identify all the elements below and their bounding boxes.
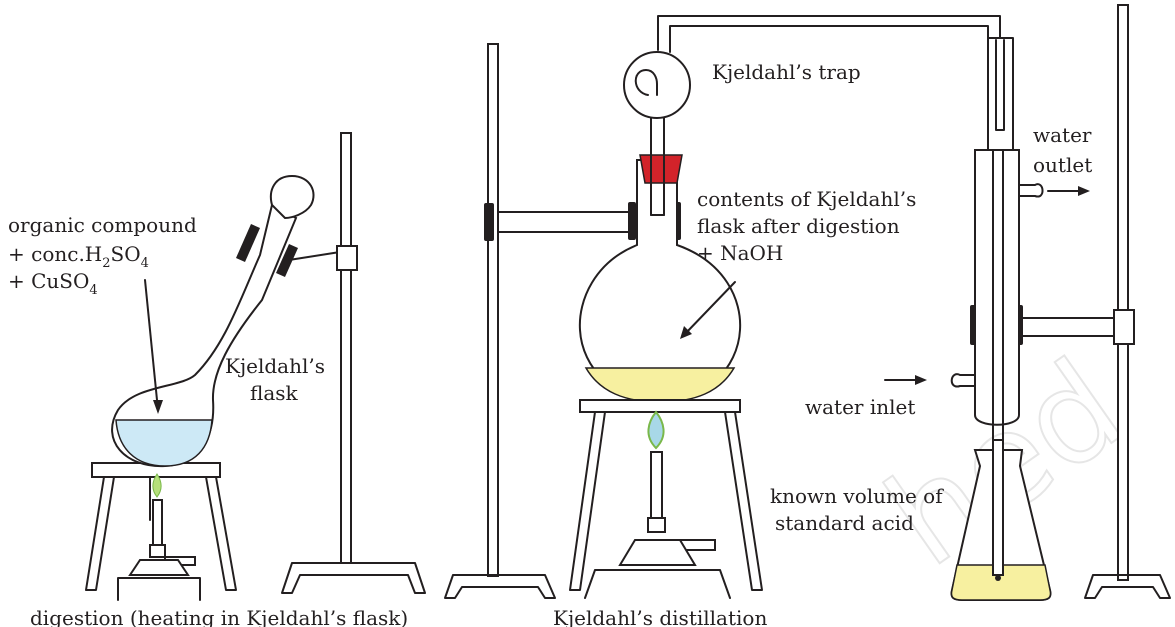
middle-burner-tube xyxy=(650,451,663,521)
label-kjeldahl-flask-1: Kjeldahl’s xyxy=(225,354,325,378)
middle-tripod-leg xyxy=(724,411,763,591)
left-flame xyxy=(152,473,162,498)
water-inlet-nozzle xyxy=(950,373,976,388)
left-tripod-leg xyxy=(85,476,115,591)
label-known-volume: known volume of xyxy=(770,484,944,508)
right-clamp-arm xyxy=(1021,317,1115,337)
trap-inner-tube xyxy=(634,69,658,96)
outlet-arrowhead xyxy=(1078,186,1090,196)
condenser-setup: water outlet water inlet known volume of… xyxy=(770,4,1171,601)
inlet-arrowhead xyxy=(915,375,927,385)
contents-arrowhead xyxy=(680,326,692,339)
middle-burner-collar xyxy=(647,517,666,533)
middle-flame xyxy=(647,410,665,450)
left-clamp-arm xyxy=(288,251,341,261)
left-stand-boss xyxy=(336,245,358,271)
middle-stand-rod xyxy=(487,43,499,577)
left-stand-base xyxy=(281,562,426,594)
distillation-setup: Kjeldahl’s trap contents of Kjeldahl’s f… xyxy=(444,15,1001,627)
label-water-inlet: water inlet xyxy=(805,395,915,419)
h2so4-sub-4: 4 xyxy=(141,256,149,271)
water-outlet-nozzle xyxy=(1018,183,1044,198)
h2so4-mid: SO xyxy=(111,242,141,266)
cuso4-prefix: + CuSO xyxy=(8,269,89,293)
middle-burner-foot xyxy=(584,569,731,599)
right-stand-base xyxy=(1084,574,1171,599)
left-tripod-leg xyxy=(205,476,237,591)
distillation-liquid xyxy=(584,367,736,403)
middle-bunsen-burner xyxy=(584,410,731,599)
left-burner-base xyxy=(128,559,190,576)
label-standard-acid: standard acid xyxy=(775,511,914,535)
label-kjeldahl-flask-2: flask xyxy=(250,381,299,405)
connecting-tube xyxy=(657,15,1001,53)
condenser-jacket xyxy=(974,149,1020,426)
reagents-arrow xyxy=(144,279,159,411)
label-kjeldahl-trap: Kjeldahl’s trap xyxy=(712,60,861,84)
trap-neck xyxy=(650,117,665,136)
left-clamp-pad xyxy=(276,244,298,277)
digestion-liquid xyxy=(115,419,213,467)
left-burner-tube xyxy=(152,499,163,549)
middle-clamp-pad xyxy=(628,202,636,240)
left-bunsen-burner xyxy=(117,473,201,601)
middle-burner-base xyxy=(618,539,697,566)
caption-digestion: digestion (heating in Kjeldahl’s flask) xyxy=(30,606,408,627)
caption-distillation: Kjeldahl’s distillation xyxy=(553,606,767,627)
left-burner-collar xyxy=(149,544,166,558)
cuso4-sub: 4 xyxy=(89,283,97,298)
label-water-outlet-2: outlet xyxy=(1033,153,1092,177)
label-water-outlet-1: water xyxy=(1033,123,1092,147)
standard-acid-liquid xyxy=(950,564,1052,601)
red-stopper xyxy=(639,154,683,184)
middle-stand-boss xyxy=(484,203,494,241)
condenser-top-tube xyxy=(987,37,1014,151)
reagents-arrowhead xyxy=(153,400,163,414)
left-retort-stand xyxy=(281,132,426,594)
left-burner-foot xyxy=(117,577,201,601)
right-stand-rod xyxy=(1117,4,1129,581)
left-stand-rod xyxy=(340,132,352,564)
middle-clamp-arm xyxy=(497,211,633,233)
label-contents-1: contents of Kjeldahl’s xyxy=(697,187,916,211)
contents-arrow xyxy=(683,281,736,336)
h2so4-sub-2: 2 xyxy=(102,256,110,271)
label-conc-h2so4: + conc.H2SO4 xyxy=(8,242,149,271)
label-organic-compound: organic compound xyxy=(8,213,197,237)
left-clamp-pad xyxy=(236,224,260,262)
delivery-tube-tip xyxy=(992,439,1004,576)
h2so4-prefix: + conc.H xyxy=(8,242,102,266)
right-stand-boss xyxy=(1113,309,1135,345)
middle-tripod-top xyxy=(579,399,741,413)
label-contents-3: + NaOH xyxy=(697,241,783,265)
kjeldahl-flask-bulb xyxy=(270,174,315,220)
trap-stem xyxy=(650,134,665,216)
middle-tripod-leg xyxy=(569,411,606,591)
label-contents-2: flask after digestion xyxy=(697,214,900,238)
delivery-tube-end xyxy=(995,575,1001,581)
condenser-inner-top xyxy=(995,39,1005,131)
label-cuso4: + CuSO4 xyxy=(8,269,98,298)
middle-stand-base xyxy=(444,574,556,599)
digestion-setup: organic compound + conc.H2SO4 + CuSO4 Kj… xyxy=(8,132,426,627)
